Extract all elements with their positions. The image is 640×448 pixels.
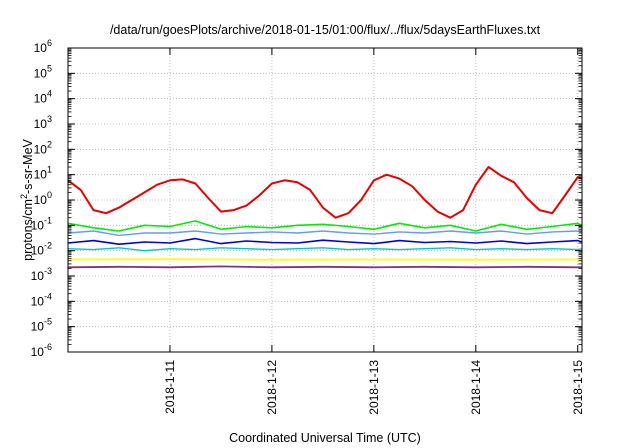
y-axis-label-rest: -s-sr-MeV	[21, 138, 35, 194]
y-tick-label: 100	[34, 190, 52, 207]
y-tick-label-base: 10	[34, 193, 48, 207]
x-tick-label: 2018-1-15	[571, 360, 585, 415]
series-line-0	[67, 166, 583, 219]
x-tick-label: 2018-1-14	[469, 360, 483, 415]
y-tick-label: 10-2	[31, 241, 52, 258]
y-tick-label-base: 10	[34, 66, 48, 80]
y-tick-label-base: 10	[34, 168, 48, 182]
y-tick-label-exp: 2	[47, 139, 52, 149]
series-line-2	[67, 230, 583, 237]
y-tick-label: 10-4	[31, 291, 52, 308]
y-tick-label-exp: 6	[47, 38, 52, 48]
y-tick-label-base: 10	[31, 294, 45, 308]
y-tick-label: 105	[34, 63, 52, 80]
series-line-6	[67, 265, 582, 269]
x-axis-label: Coordinated Universal Time (UTC)	[229, 431, 421, 445]
series-line-1	[67, 220, 583, 232]
y-tick-label: 106	[34, 38, 52, 55]
series-line-5	[67, 258, 582, 261]
y-tick-label: 101	[34, 165, 52, 182]
y-tick-label-exp: -3	[44, 266, 52, 276]
y-tick-label-exp: 1	[47, 165, 52, 175]
series-line-4	[67, 247, 583, 252]
y-tick-label: 10-1	[31, 215, 52, 232]
y-tick-label-base: 10	[31, 269, 45, 283]
chart-title: /data/run/goesPlots/archive/2018-01-15/0…	[110, 23, 541, 37]
y-tick-label: 10-3	[31, 266, 52, 283]
y-axis-label-base: protons/cm	[21, 199, 35, 261]
y-tick-label-base: 10	[34, 117, 48, 131]
y-tick-label-exp: -4	[44, 291, 52, 301]
x-ticks: 2018-1-11 2018-1-12 2018-1-13 2018-1-14 2018…	[163, 48, 585, 415]
x-tick-label: 2018-1-12	[265, 360, 279, 415]
y-tick-label-base: 10	[34, 92, 48, 106]
y-tick-label: 104	[34, 89, 52, 106]
y-tick-label-exp: -6	[44, 342, 52, 352]
y-tick-label-base: 10	[31, 218, 45, 232]
y-axis-label-sup: 2	[19, 194, 29, 199]
y-axis-label: protons/cm2-s-sr-MeV	[19, 138, 35, 260]
y-tick-label-base: 10	[31, 320, 45, 334]
y-tick-label-exp: -5	[44, 317, 52, 327]
y-tick-label-exp: 4	[47, 89, 52, 99]
y-tick-label-exp: 3	[47, 114, 52, 124]
plot-frame	[67, 47, 583, 353]
series-line-3	[67, 237, 583, 245]
y-tick-label-base: 10	[31, 244, 45, 258]
grid	[68, 48, 582, 352]
y-tick-label-exp: 5	[47, 63, 52, 73]
x-tick-label: 2018-1-11	[163, 360, 177, 414]
y-tick-label: 10-5	[31, 317, 52, 334]
y-tick-label: 10-6	[31, 342, 52, 359]
y-ticks: 10610510410310210110010-110-210-310-410-…	[31, 38, 582, 359]
series-layer	[67, 166, 583, 269]
y-tick-label-exp: -2	[44, 241, 52, 251]
y-tick-label: 102	[34, 139, 52, 156]
y-tick-label-base: 10	[34, 41, 48, 55]
x-tick-label: 2018-1-13	[367, 360, 381, 415]
y-tick-label-base: 10	[34, 142, 48, 156]
y-tick-label: 103	[34, 114, 52, 131]
y-tick-label-base: 10	[31, 345, 45, 359]
y-tick-label-exp: -1	[44, 215, 52, 225]
y-tick-label-exp: 0	[47, 190, 52, 200]
